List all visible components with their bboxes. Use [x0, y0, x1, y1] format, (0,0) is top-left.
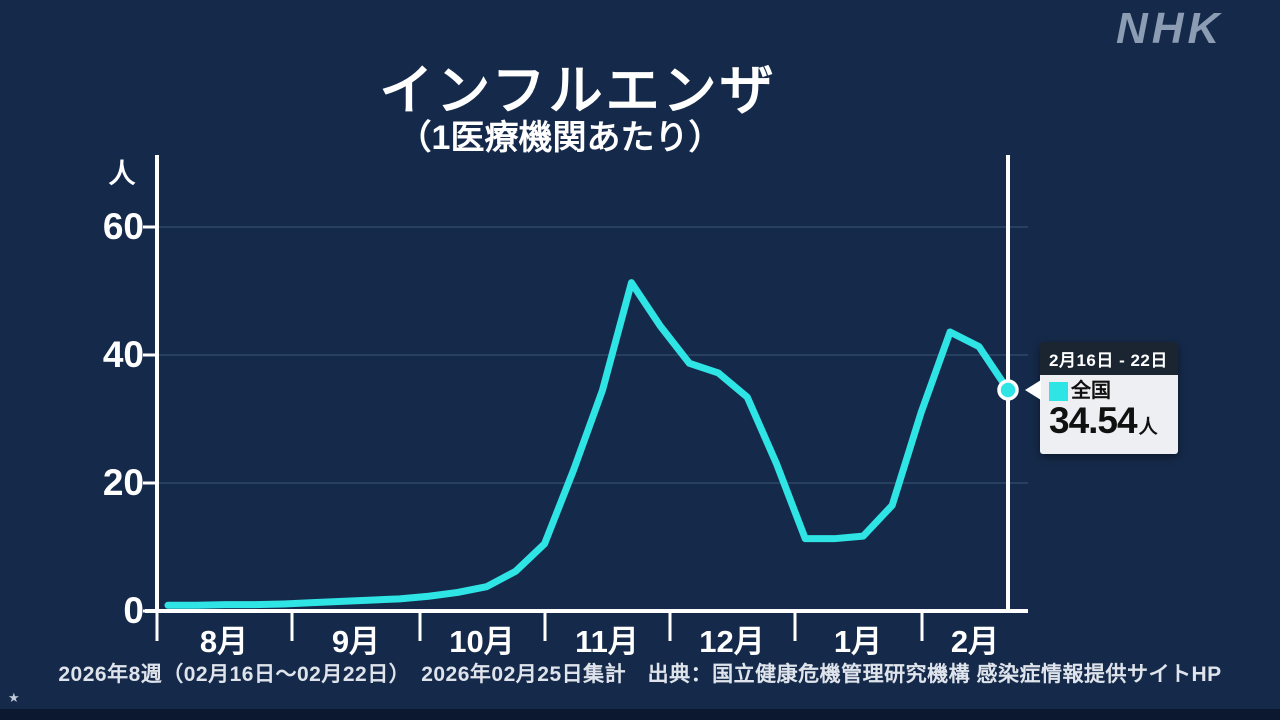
tooltip-period: 2月16日 - 22日 [1040, 342, 1178, 375]
source-caption: 2026年8週（02月16日～02月22日） 2026年02月25日集計 出典：… [58, 663, 1222, 686]
bottom-strip [0, 709, 1280, 720]
y-tick-label: 0 [123, 590, 144, 631]
chart-title: インフルエンザ [379, 61, 777, 121]
nhk-logo: NHK [1116, 4, 1224, 53]
y-tick-label: 20 [102, 462, 144, 503]
series-color-swatch [1049, 382, 1068, 401]
x-tick-label: 8月 [199, 624, 249, 659]
series-name: 全国 [1071, 380, 1111, 402]
footnote-star: ★ [8, 690, 20, 705]
x-tick-label: 10月 [449, 624, 515, 659]
y-tick-label: 60 [102, 206, 144, 247]
tooltip-value-unit: 人 [1138, 417, 1158, 438]
tooltip-value: 34.54 [1049, 400, 1138, 441]
current-point-marker [997, 379, 1019, 401]
chart-subtitle: （1医療機関あたり） [397, 119, 723, 157]
x-tick-label: 12月 [699, 624, 765, 659]
x-tick-label: 9月 [331, 624, 381, 659]
y-tick-label: 40 [102, 334, 144, 375]
x-tick-label: 11月 [575, 624, 639, 659]
tooltip-body: 全国 34.54 人 [1040, 375, 1178, 454]
data-point-tooltip: 2月16日 - 22日 全国 34.54 人 [1025, 342, 1178, 454]
y-axis-unit-label: 人 [108, 159, 136, 189]
tooltip-arrow-icon [1025, 380, 1041, 400]
x-tick-label: 1月 [833, 624, 883, 659]
series-line-zenkoku [164, 279, 1012, 609]
x-tick-label: 2月 [950, 624, 1000, 659]
